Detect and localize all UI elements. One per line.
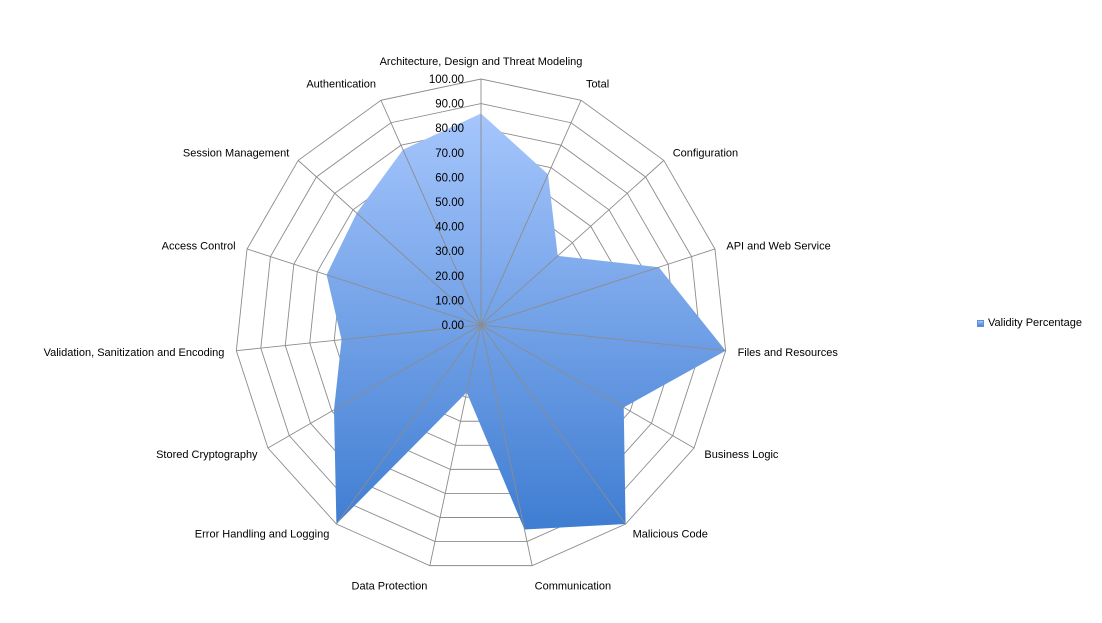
- category-label: Total: [586, 78, 609, 90]
- series-layer: [326, 113, 726, 530]
- axis-spoke: [429, 324, 482, 566]
- tick-label-layer: 0.00 10.00 20.00 30.00 40.00 50.00 60.00 70.00 8…: [429, 74, 464, 332]
- axis-spoke: [246, 248, 482, 326]
- radial-tick-label: 80.00: [435, 123, 464, 135]
- axis-spoke: [480, 324, 533, 566]
- axis-spoke: [480, 160, 665, 326]
- grid-ring: [309, 152, 653, 494]
- legend-label: Validity Percentage: [988, 317, 1082, 329]
- radial-tick-label: 10.00: [435, 295, 464, 307]
- category-label: Stored Cryptography: [156, 449, 258, 461]
- axis-spoke: [480, 100, 582, 326]
- axis-spoke: [236, 324, 482, 352]
- axis-spoke: [336, 324, 482, 525]
- axis-spoke: [380, 100, 482, 326]
- radial-tick-label: 0.00: [442, 320, 464, 332]
- category-label: API and Web Service: [726, 240, 830, 252]
- radial-tick-label: 60.00: [435, 172, 464, 184]
- axis-spoke: [480, 248, 716, 326]
- legend-swatch: [977, 319, 984, 327]
- radial-tick-label: 40.00: [435, 222, 464, 234]
- radial-tick-label: 100.00: [429, 74, 464, 86]
- category-label: Authentication: [306, 78, 376, 90]
- axis-spoke: [480, 324, 626, 525]
- axis-spoke: [297, 160, 482, 326]
- radial-tick-label: 50.00: [435, 197, 464, 209]
- radial-tick-label: 90.00: [435, 99, 464, 111]
- category-label: Malicious Code: [633, 529, 708, 541]
- category-label: Architecture, Design and Threat Modeling: [380, 56, 583, 68]
- axis-spoke: [480, 324, 695, 449]
- axis-spoke: [480, 324, 726, 352]
- grid-ring: [284, 127, 678, 518]
- category-label: Business Logic: [704, 449, 778, 461]
- grid-ring: [260, 103, 702, 543]
- category-label: Files and Resources: [738, 347, 839, 359]
- category-label: Configuration: [673, 147, 738, 159]
- axis-spoke: [267, 324, 482, 449]
- series-area-validity-percentage: [326, 113, 726, 530]
- grid-ring: [235, 78, 727, 567]
- category-label: Error Handling and Logging: [195, 529, 330, 541]
- category-label: Access Control: [162, 240, 236, 252]
- category-label: Data Protection: [352, 580, 428, 592]
- spoke-layer: [236, 79, 726, 566]
- category-label: Communication: [535, 580, 611, 592]
- category-label-layer: Architecture, Design and Threat Modeling…: [44, 56, 839, 592]
- radial-tick-label: 20.00: [435, 271, 464, 283]
- legend: Validity Percentage: [977, 317, 1082, 329]
- radial-tick-label: 30.00: [435, 246, 464, 258]
- radial-tick-label: 70.00: [435, 148, 464, 160]
- category-label: Session Management: [183, 147, 289, 159]
- category-label: Validation, Sanitization and Encoding: [44, 347, 225, 359]
